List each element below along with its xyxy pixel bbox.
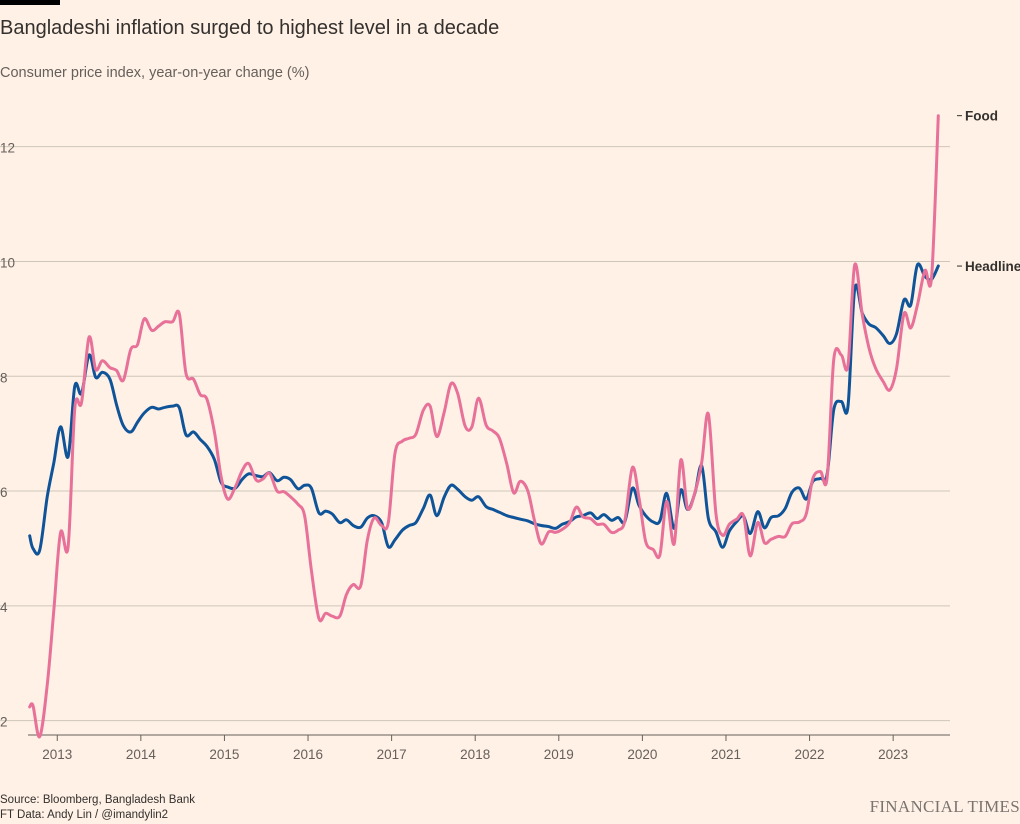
series-line-headline [28,262,940,556]
y-tick-label: 10 [0,255,15,270]
credit-note: FT Data: Andy Lin / @imandylin2 [0,809,169,821]
y-tick-label: 8 [0,370,8,385]
gridlines [0,146,950,722]
series-line-food [28,114,940,739]
ft-logo: FINANCIAL TIMES [869,797,1020,816]
x-axis: 2013 2014 2015 2016 2017 2018 2019 2020 2021 2022… [28,734,950,762]
x-tick-label: 2013 [42,747,72,762]
x-tick-label: 2014 [126,747,157,762]
x-tick-label: 2021 [711,747,741,762]
y-tick-label: 12 [0,141,15,156]
y-tick-label: 2 [0,715,8,730]
y-tick-label: 4 [0,600,8,615]
source-note: Source: Bloomberg, Bangladesh Bank [0,794,195,806]
series-lines [28,114,940,739]
series-label-food: Food [965,109,998,124]
x-tick-label: 2019 [544,747,574,762]
y-tick-label: 6 [0,485,8,500]
chart-subtitle: Consumer price index, year-on-year chang… [0,65,310,81]
x-tick-label: 2018 [460,747,490,762]
x-tick-label: 2022 [795,747,825,762]
series-label-headline: Headline [965,259,1020,274]
x-tick-label: 2016 [293,747,323,762]
chart-title: Bangladeshi inflation surged to highest … [0,17,500,39]
x-tick-label: 2020 [627,747,657,762]
y-axis-tick-labels: 2 4 6 8 10 12 [0,141,15,730]
x-tick-label: 2015 [209,747,239,762]
series-end-labels: Headline Food [957,109,1020,274]
brand-top-bar [0,0,60,5]
chart-footer: Source: Bloomberg, Bangladesh Bank FT Da… [0,793,195,823]
x-tick-label: 2017 [377,747,407,762]
x-tick-label: 2023 [878,747,908,762]
